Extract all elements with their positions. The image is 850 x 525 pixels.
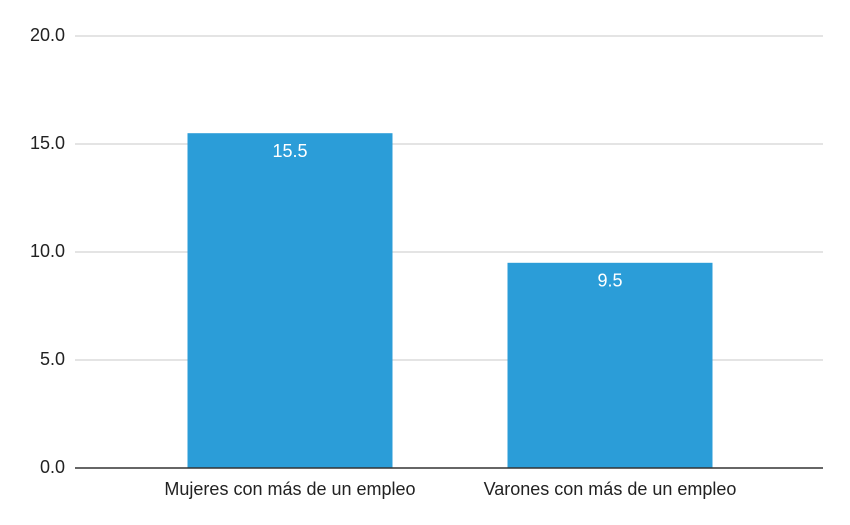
y-tick-label: 20.0 — [30, 25, 65, 45]
x-tick-label: Mujeres con más de un empleo — [164, 479, 415, 499]
bar — [507, 262, 713, 468]
value-label: 15.5 — [272, 141, 307, 161]
bar — [187, 133, 393, 468]
y-tick-label: 10.0 — [30, 241, 65, 261]
value-label: 9.5 — [597, 271, 622, 291]
x-tick-label: Varones con más de un empleo — [484, 479, 737, 499]
y-tick-label: 0.0 — [40, 457, 65, 477]
y-tick-label: 5.0 — [40, 349, 65, 369]
y-tick-label: 15.0 — [30, 133, 65, 153]
